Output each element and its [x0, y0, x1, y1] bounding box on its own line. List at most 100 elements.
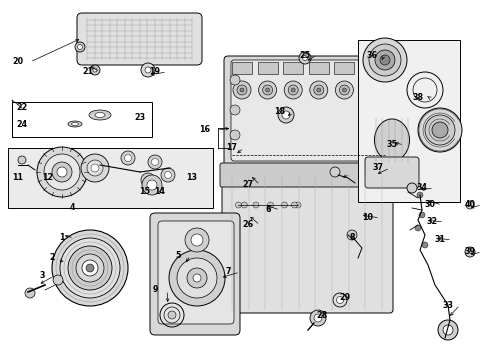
Circle shape: [377, 130, 387, 140]
Circle shape: [421, 242, 427, 248]
Text: 21: 21: [82, 68, 93, 77]
Circle shape: [437, 320, 457, 340]
Text: 9: 9: [152, 285, 158, 294]
Bar: [308, 62, 328, 74]
Text: 40: 40: [464, 201, 474, 210]
Text: 39: 39: [464, 248, 474, 256]
Text: 29: 29: [339, 293, 350, 302]
Text: 23: 23: [134, 113, 145, 122]
Circle shape: [77, 45, 82, 49]
Circle shape: [367, 88, 371, 92]
Text: 24: 24: [17, 121, 27, 130]
Text: 33: 33: [442, 301, 452, 310]
Bar: [257, 62, 277, 74]
Circle shape: [18, 156, 26, 164]
Circle shape: [360, 81, 378, 99]
Circle shape: [464, 247, 474, 257]
Circle shape: [313, 85, 323, 95]
Circle shape: [161, 168, 175, 182]
Text: 7: 7: [225, 267, 230, 276]
Circle shape: [82, 260, 98, 276]
Circle shape: [168, 311, 176, 319]
Text: 18: 18: [274, 108, 285, 117]
Text: 27: 27: [242, 180, 253, 189]
Text: 5: 5: [175, 251, 181, 260]
Text: 37: 37: [372, 163, 383, 172]
Circle shape: [121, 151, 135, 165]
Circle shape: [309, 81, 327, 99]
Circle shape: [148, 155, 162, 169]
Circle shape: [342, 88, 346, 92]
Circle shape: [424, 115, 454, 145]
Circle shape: [298, 52, 310, 64]
Text: 2: 2: [49, 253, 55, 262]
Circle shape: [193, 274, 201, 282]
Circle shape: [37, 147, 87, 197]
Circle shape: [229, 75, 240, 85]
Circle shape: [316, 88, 320, 92]
Circle shape: [90, 65, 100, 75]
Circle shape: [291, 88, 295, 92]
Circle shape: [68, 246, 112, 290]
Circle shape: [91, 164, 99, 172]
Text: 34: 34: [416, 184, 427, 193]
Text: 36: 36: [366, 50, 377, 59]
Bar: [359, 62, 379, 74]
Ellipse shape: [68, 121, 82, 127]
Circle shape: [147, 180, 157, 190]
Text: 35: 35: [386, 140, 397, 149]
Circle shape: [60, 238, 120, 298]
Text: 38: 38: [411, 94, 423, 103]
Circle shape: [93, 68, 97, 72]
Circle shape: [368, 44, 400, 76]
Bar: [283, 62, 303, 74]
Circle shape: [346, 230, 356, 240]
Text: 3: 3: [39, 271, 45, 280]
Circle shape: [145, 67, 151, 73]
Circle shape: [169, 250, 224, 306]
Circle shape: [336, 297, 343, 303]
Circle shape: [75, 42, 85, 52]
Circle shape: [252, 202, 259, 208]
Circle shape: [377, 105, 387, 115]
Circle shape: [186, 268, 206, 288]
FancyBboxPatch shape: [158, 221, 234, 324]
Circle shape: [151, 158, 158, 166]
Text: 1: 1: [59, 234, 64, 243]
Circle shape: [258, 81, 276, 99]
Ellipse shape: [71, 122, 79, 126]
Circle shape: [414, 225, 420, 231]
Circle shape: [291, 202, 297, 208]
Circle shape: [53, 275, 63, 285]
Circle shape: [144, 176, 151, 184]
Circle shape: [362, 38, 406, 82]
Circle shape: [406, 183, 416, 193]
Circle shape: [287, 85, 298, 95]
Circle shape: [229, 130, 240, 140]
Ellipse shape: [95, 112, 105, 117]
Text: 17: 17: [226, 144, 237, 153]
Circle shape: [142, 175, 162, 195]
Circle shape: [57, 167, 67, 177]
Circle shape: [25, 288, 35, 298]
Text: 12: 12: [42, 174, 54, 183]
Circle shape: [313, 314, 321, 322]
FancyBboxPatch shape: [77, 13, 202, 65]
Circle shape: [416, 192, 422, 198]
FancyBboxPatch shape: [224, 56, 391, 169]
Circle shape: [282, 111, 289, 119]
Circle shape: [431, 122, 447, 138]
Text: 31: 31: [434, 235, 445, 244]
Circle shape: [284, 81, 302, 99]
Text: 15: 15: [139, 188, 150, 197]
Circle shape: [377, 75, 387, 85]
Text: 22: 22: [16, 104, 27, 112]
Circle shape: [164, 171, 171, 179]
Circle shape: [232, 81, 250, 99]
Ellipse shape: [374, 119, 408, 161]
Text: 19: 19: [149, 68, 160, 77]
Bar: [231, 62, 251, 74]
Text: 13: 13: [186, 174, 197, 183]
Circle shape: [191, 234, 203, 246]
Bar: [8, 148, 213, 208]
